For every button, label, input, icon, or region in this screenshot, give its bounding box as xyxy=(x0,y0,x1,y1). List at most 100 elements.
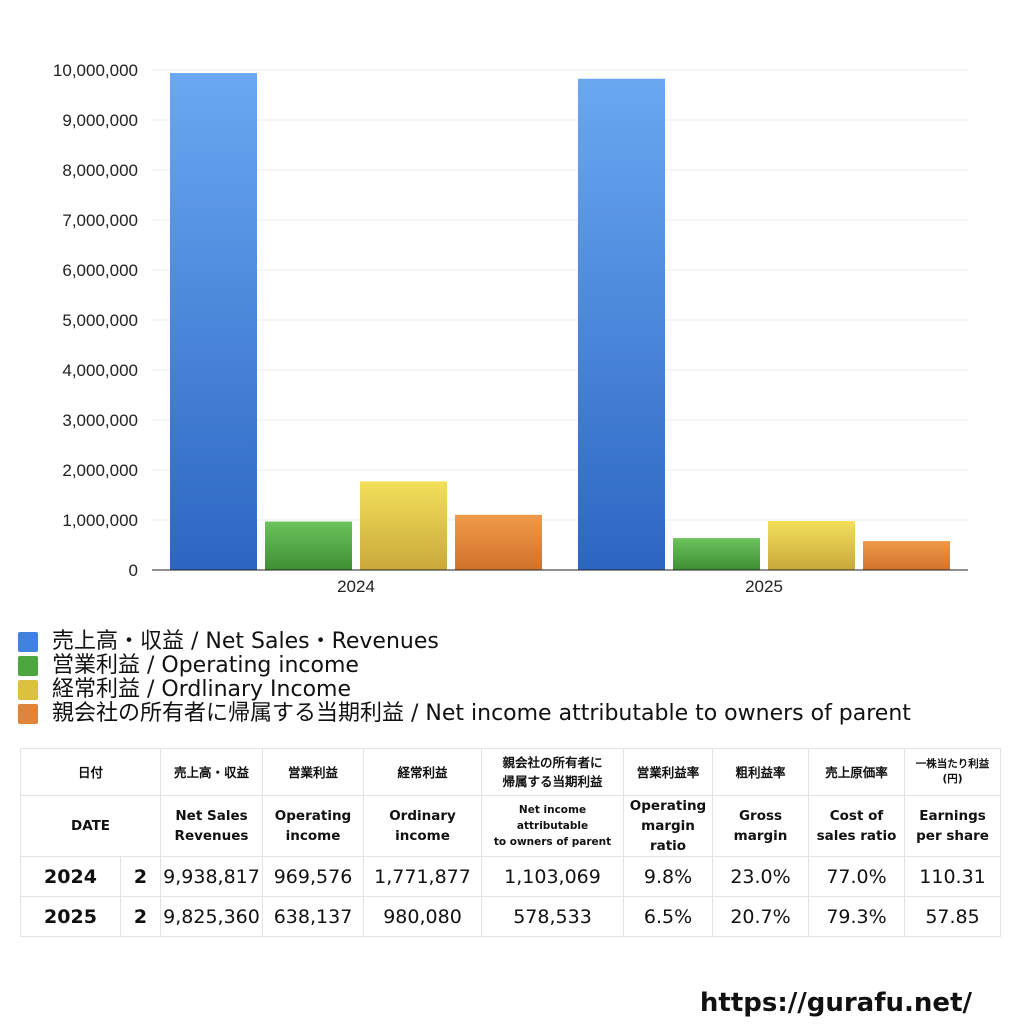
legend-swatch xyxy=(18,656,38,676)
legend: 売上高・収益 / Net Sales・Revenues 営業利益 / Opera… xyxy=(18,630,911,726)
header-line: 帰属する当期利益 xyxy=(502,774,603,789)
cell-month: 2 xyxy=(119,896,162,937)
header-line: Revenues xyxy=(174,828,249,844)
header-op-margin-en: Operating margin ratio xyxy=(623,795,714,857)
legend-item-ordinary-income: 経常利益 / Ordlinary Income xyxy=(18,678,911,702)
legend-item-net-sales: 売上高・収益 / Net Sales・Revenues xyxy=(18,630,911,654)
table-header-ja: 日付 売上高・収益 営業利益 経常利益 親会社の所有者に 帰属する当期利益 営業利… xyxy=(19,748,1002,796)
bar-2024-series-1 xyxy=(265,521,352,570)
x-tick-label: 2024 xyxy=(337,577,375,596)
cell-op-margin: 6.5% xyxy=(623,896,714,937)
bar-2025-series-3 xyxy=(863,541,950,570)
cell-op-margin: 9.8% xyxy=(623,856,714,897)
header-ordinary-income-ja: 経常利益 xyxy=(363,748,483,796)
cell-ordinary-income: 980,080 xyxy=(363,896,483,937)
site-link[interactable]: https://gurafu.net/ xyxy=(699,988,972,1018)
legend-item-net-income: 親会社の所有者に帰属する当期利益 / Net income attributab… xyxy=(18,702,911,726)
header-line: margin xyxy=(641,818,695,834)
header-line: Cost of xyxy=(829,808,884,824)
cell-ordinary-income: 1,771,877 xyxy=(363,856,483,897)
legend-swatch xyxy=(18,632,38,652)
header-date-en: DATE xyxy=(19,795,162,857)
header-eps-ja: 一株当たり利益 (円) xyxy=(904,748,1002,796)
legend-label: 営業利益 / Operating income xyxy=(52,653,359,678)
header-line: income xyxy=(285,828,341,844)
header-line: income xyxy=(395,828,450,844)
x-tick-label: 2025 xyxy=(745,577,783,596)
header-line: Operating xyxy=(274,808,352,824)
header-gross-margin-ja: 粗利益率 xyxy=(712,748,810,796)
header-line: sales ratio xyxy=(816,828,897,844)
table-row: 2025 2 9,825,360 638,137 980,080 578,533… xyxy=(20,896,1002,937)
y-tick-label: 8,000,000 xyxy=(62,161,138,180)
y-tick-label: 4,000,000 xyxy=(62,361,138,380)
bar-2024-series-2 xyxy=(360,481,447,570)
header-line: 親会社の所有者に xyxy=(502,755,603,770)
header-net-sales-ja: 売上高・収益 xyxy=(160,748,264,796)
x-axis-ticks: 2024 2025 xyxy=(337,577,783,596)
header-line: Operating xyxy=(629,798,707,814)
header-net-sales-en: Net Sales Revenues xyxy=(160,795,264,857)
bar-2025-series-2 xyxy=(768,520,855,570)
header-eps-en: Earnings per share xyxy=(904,795,1002,857)
cell-gross-margin: 20.7% xyxy=(712,896,810,937)
table-row: 2024 2 9,938,817 969,576 1,771,877 1,103… xyxy=(20,856,1002,897)
header-line: to owners of parent xyxy=(493,836,612,848)
y-tick-label: 0 xyxy=(129,561,138,580)
legend-item-operating-income: 営業利益 / Operating income xyxy=(18,654,911,678)
y-tick-label: 9,000,000 xyxy=(62,111,138,130)
cell-net-sales: 9,938,817 xyxy=(160,856,264,897)
y-tick-label: 2,000,000 xyxy=(62,461,138,480)
cell-net-income: 1,103,069 xyxy=(481,856,625,897)
header-line: per share xyxy=(916,828,989,844)
y-tick-label: 7,000,000 xyxy=(62,211,138,230)
bars xyxy=(170,73,950,571)
y-tick-label: 1,000,000 xyxy=(62,511,138,530)
cell-operating-income: 638,137 xyxy=(262,896,365,937)
bar-2024-series-3 xyxy=(455,514,542,570)
header-net-income-ja: 親会社の所有者に 帰属する当期利益 xyxy=(481,748,625,796)
header-ordinary-income-en: Ordinary income xyxy=(363,795,483,857)
header-net-income-en: Net income attributable to owners of pare… xyxy=(481,795,625,857)
y-tick-label: 6,000,000 xyxy=(62,261,138,280)
cell-month: 2 xyxy=(119,856,162,897)
bar-2024-series-0 xyxy=(170,73,257,571)
cell-cost-ratio: 79.3% xyxy=(808,896,906,937)
cell-cost-ratio: 77.0% xyxy=(808,856,906,897)
header-cost-ratio-en: Cost of sales ratio xyxy=(808,795,906,857)
gridlines xyxy=(152,69,968,521)
legend-label: 親会社の所有者に帰属する当期利益 / Net income attributab… xyxy=(52,701,911,726)
header-date-ja: 日付 xyxy=(19,748,162,796)
header-line: Ordinary xyxy=(389,808,456,824)
cell-operating-income: 969,576 xyxy=(262,856,365,897)
header-line: (円) xyxy=(942,773,963,785)
y-axis-ticks: 0 1,000,000 2,000,000 3,000,000 4,000,000 5,0… xyxy=(53,61,138,580)
table-header-en: DATE Net Sales Revenues Operating income O… xyxy=(19,795,1002,857)
legend-swatch xyxy=(18,680,38,700)
cell-net-income: 578,533 xyxy=(481,896,625,937)
legend-swatch xyxy=(18,704,38,724)
header-line: Earnings xyxy=(919,808,986,824)
header-line: 一株当たり利益 xyxy=(915,758,990,770)
header-line: Net Sales xyxy=(175,808,248,824)
legend-label: 売上高・収益 / Net Sales・Revenues xyxy=(52,629,439,654)
y-tick-label: 5,000,000 xyxy=(62,311,138,330)
header-line: Gross xyxy=(738,808,783,824)
header-line: margin xyxy=(733,828,788,844)
header-operating-income-en: Operating income xyxy=(262,795,365,857)
y-tick-label: 3,000,000 xyxy=(62,411,138,430)
header-op-margin-ja: 営業利益率 xyxy=(623,748,714,796)
cell-year: 2025 xyxy=(20,896,121,937)
header-cost-ratio-ja: 売上原価率 xyxy=(808,748,906,796)
cell-eps: 57.85 xyxy=(904,896,1002,937)
cell-year: 2024 xyxy=(20,856,121,897)
header-line: ratio xyxy=(649,838,687,854)
financial-table: 日付 売上高・収益 営業利益 経常利益 親会社の所有者に 帰属する当期利益 営業利… xyxy=(19,748,1002,937)
cell-eps: 110.31 xyxy=(904,856,1002,897)
cell-gross-margin: 23.0% xyxy=(712,856,810,897)
header-operating-income-ja: 営業利益 xyxy=(262,748,365,796)
legend-label: 経常利益 / Ordlinary Income xyxy=(52,677,351,702)
header-line: Net income attributable xyxy=(516,804,589,832)
bar-2025-series-0 xyxy=(578,78,665,571)
y-tick-label: 10,000,000 xyxy=(53,61,138,80)
